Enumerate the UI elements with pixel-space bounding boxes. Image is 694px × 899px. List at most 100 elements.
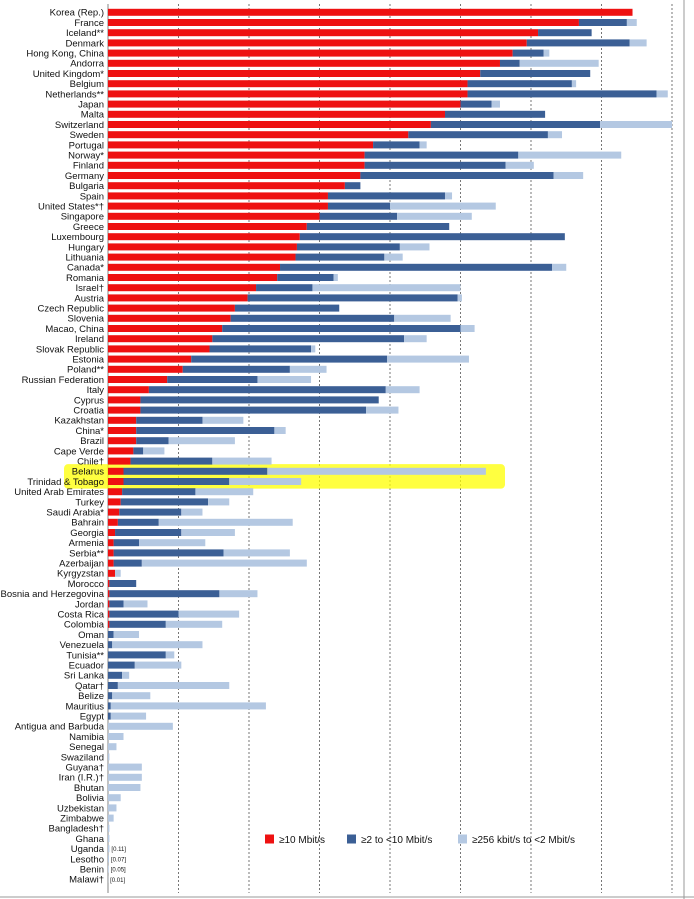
bar-segment-s2 [108,702,111,710]
category-label: Bahrain [71,518,104,529]
category-label: Portugal [69,140,104,151]
bar-segment-s3 [267,467,486,475]
bar-segment-s1 [108,131,409,139]
bar-segment-s3 [626,19,637,26]
bar-segment-s2 [538,29,592,37]
bar-segment-s2 [108,641,113,649]
bar-segment-s1 [108,467,124,475]
category-label: Lesotho [70,854,104,865]
category-label: Guyana† [65,763,104,774]
bar-segment-s2 [108,651,166,659]
category-label: United Arab Emirates [14,487,104,498]
legend-swatch [265,834,274,844]
bar-segment-s1 [108,100,461,108]
category-label: Bangladesh† [49,824,104,835]
category-label: Cape Verde [54,446,104,457]
bar-segment-s1 [108,508,120,516]
bar-segment-s3 [108,763,142,771]
bar-segment-s1 [108,396,141,404]
category-label: Qatar† [75,681,104,692]
bar-segment-s3 [385,386,420,394]
bar-segment-s3 [108,722,173,730]
bar-segment-s1 [108,498,121,506]
bar-segment-s2 [109,610,179,618]
category-label: Ecuador [69,661,104,672]
bar-segment-s1 [108,620,110,628]
bar-segment-s1 [108,141,374,149]
bar-segment-s2 [191,355,388,363]
bar-segment-s1 [108,345,210,353]
category-label: Zimbabwe [60,814,104,825]
category-label: Denmark [65,38,104,49]
bar-segment-s2 [182,365,290,373]
bar-segment-s2 [408,131,548,139]
category-label: Kyrgyzstan [57,569,104,580]
category-label: Netherlands** [45,89,104,100]
category-label: Egypt [80,712,105,723]
bar-segment-s2 [327,202,390,210]
bar-segment-s3 [108,814,114,822]
category-label: Czech Republic [37,304,104,315]
category-label: Morocco [68,579,104,590]
category-label: Singapore [61,212,104,223]
bar-segment-s3 [223,549,290,557]
bar-segment-s1 [108,192,328,200]
category-label: Antigua and Barbuda [15,722,105,733]
bar-segment-s1 [108,223,307,230]
bar-segment-s2 [277,274,334,281]
bars [108,8,672,883]
bar-segment-s3 [123,600,148,608]
bar-segment-s2 [109,580,137,587]
bar-segment-s3 [629,39,647,47]
bar-segment-s2 [299,233,565,241]
bar-segment-s2 [526,39,630,47]
bar-segment-s3 [366,406,399,414]
bar-segment-s1 [108,355,192,363]
bar-segment-s2 [123,478,230,485]
bar-segment-s3 [181,529,235,536]
bar-segment-s1 [108,49,513,57]
bar-segment-s1 [108,376,168,383]
category-label: Mauritius [65,701,104,712]
category-label: Armenia [69,538,105,549]
bar-segment-s2 [119,508,182,516]
bar-segment-s3 [108,835,110,842]
category-label: Norway* [68,151,104,162]
bar-segment-s1 [108,580,110,587]
bar-segment-s1 [108,304,235,312]
bar-segment-s3 [505,161,534,169]
bar-segment-s2 [133,447,144,455]
bar-segment-s1 [108,121,431,128]
category-label: United States*† [38,202,104,213]
category-label: Luxembourg [51,232,104,243]
bar-segment-s2 [344,182,361,190]
category-label: Romania [66,273,105,284]
bar-segment-s3 [397,212,472,220]
bar-segment-s3 [158,518,293,526]
bar-segment-s1 [108,243,297,251]
bar-segment-s2 [319,212,398,220]
bar-segment-s1 [108,263,281,271]
bar-segment-s1 [108,274,278,281]
bar-segment-s3 [108,784,141,791]
value-annotation: [0.01] [110,878,125,884]
bar-segment-s3 [108,855,109,863]
bar-segment-s3 [229,478,302,485]
bar-segment-s2 [108,631,114,638]
bar-segment-s3 [457,294,462,302]
legend-label: ≥2 to <10 Mbit/s [361,835,432,846]
category-label: Switzerland [55,120,104,131]
category-label: Uganda [71,844,105,855]
category-label: Namibia [69,732,105,743]
category-label: Slovenia [68,314,105,325]
bar-segment-s3 [387,355,469,363]
bar-segment-s3 [274,427,286,434]
bar-segment-s2 [140,396,379,404]
bar-segment-s2 [167,376,258,383]
category-label: Macao, China [45,324,104,335]
bar-segment-s2 [113,549,224,557]
bar-segment-s1 [108,151,365,159]
category-label: Brazil [80,436,104,447]
